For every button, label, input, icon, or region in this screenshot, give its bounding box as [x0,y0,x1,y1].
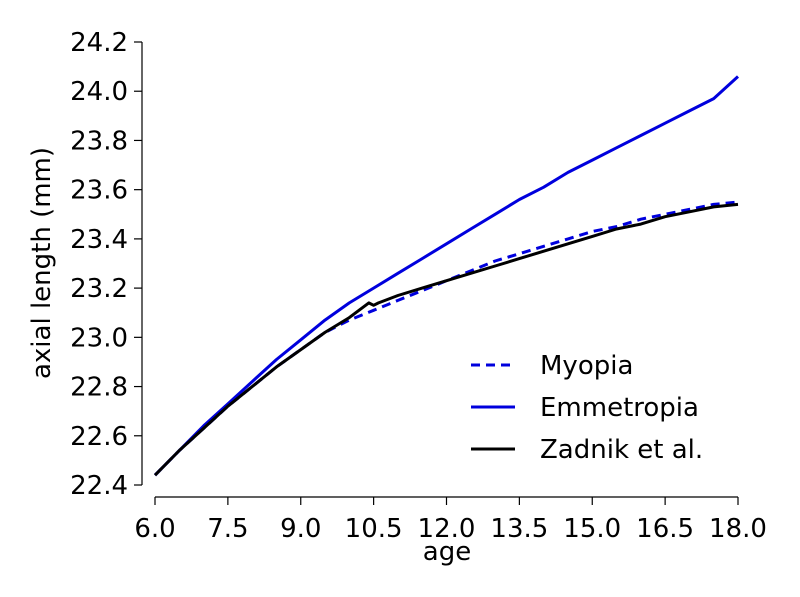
x-tick-label: 15.0 [563,514,621,544]
x-axis-label: age [423,537,471,567]
y-axis-label: axial length (mm) [27,147,57,379]
y-tick-label: 24.2 [70,28,128,58]
y-tick-label: 22.6 [70,422,128,452]
legend-label: Emmetropia [540,393,699,423]
x-tick-label: 9.0 [280,514,321,544]
y-tick-label: 23.8 [70,126,128,156]
y-tick-label: 23.0 [70,323,128,353]
legend-label: Myopia [540,351,633,381]
series-line-myopia [153,200,739,477]
y-tick-label: 23.4 [70,225,128,255]
x-tick-label: 18.0 [709,514,767,544]
x-tick-label: 12.0 [418,514,476,544]
y-tick-label: 24.0 [70,77,128,107]
x-tick-label: 10.5 [345,514,403,544]
series-line-emmetropia [153,75,740,477]
y-tick-label: 22.4 [70,471,128,501]
x-tick-label: 6.0 [134,514,175,544]
x-axis: 6.0 7.5 9.0 10.5 12.0 13.5 15.0 16.5 18.0 [134,496,767,544]
legend: Myopia Emmetropia Zadnik et al. [471,351,703,465]
x-tick-label: 16.5 [636,514,694,544]
y-axis: 22.4 22.6 22.8 23.0 23.2 23.4 23.6 23.8 24.0 24.2 [70,28,143,501]
y-tick-label: 23.2 [70,274,128,304]
legend-label: Zadnik et al. [540,435,703,465]
x-tick-label: 13.5 [490,514,548,544]
y-tick-label: 22.8 [70,373,128,403]
series-line-zadnik-et-al [153,202,739,477]
x-tick-label: 7.5 [207,514,248,544]
series-layer [153,75,740,477]
y-tick-label: 23.6 [70,176,128,206]
